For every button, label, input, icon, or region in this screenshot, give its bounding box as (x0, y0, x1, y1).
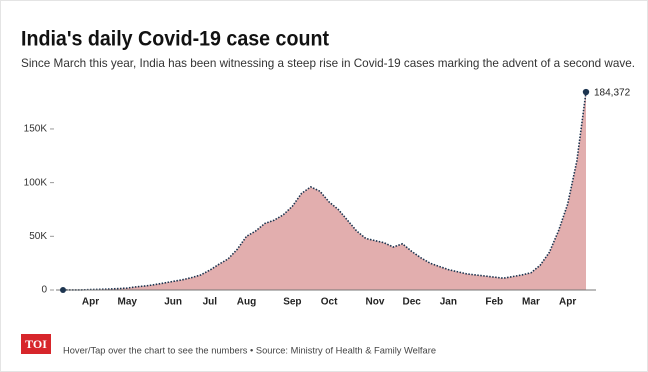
chart-subtitle: Since March this year, India has been wi… (21, 56, 635, 70)
area (63, 92, 586, 290)
chart-title: India's daily Covid-19 case count (21, 28, 329, 51)
x-tick-label: Mar (522, 297, 540, 308)
x-tick-label: Apr (82, 297, 99, 308)
value-label: 184,372 (594, 88, 631, 99)
point (60, 286, 66, 293)
x-tick-label: Jun (164, 297, 182, 308)
x-tick-label: May (118, 297, 138, 308)
point (582, 88, 590, 96)
logo-box (21, 334, 51, 354)
footer-note: Hover/Tap over the chart to see the numb… (63, 346, 436, 357)
x-tick-label: Sep (283, 297, 301, 308)
x-tick-label: Aug (237, 297, 256, 308)
y-tick-label: 0 (41, 285, 47, 296)
x-tick-label: Jan (440, 297, 457, 308)
x-tick-label: Jul (203, 297, 218, 308)
x-tick-label: Dec (402, 297, 421, 308)
y-tick-label: 150K (24, 124, 48, 135)
logo: TOI (25, 337, 47, 351)
line (62, 91, 587, 291)
y-tick-label: 100K (24, 177, 48, 188)
x-tick-label: Apr (559, 297, 576, 308)
x-tick-label: Oct (321, 297, 338, 308)
x-tick-label: Nov (366, 297, 385, 308)
x-tick-label: Feb (485, 297, 503, 308)
y-tick-label: 50K (29, 231, 47, 242)
